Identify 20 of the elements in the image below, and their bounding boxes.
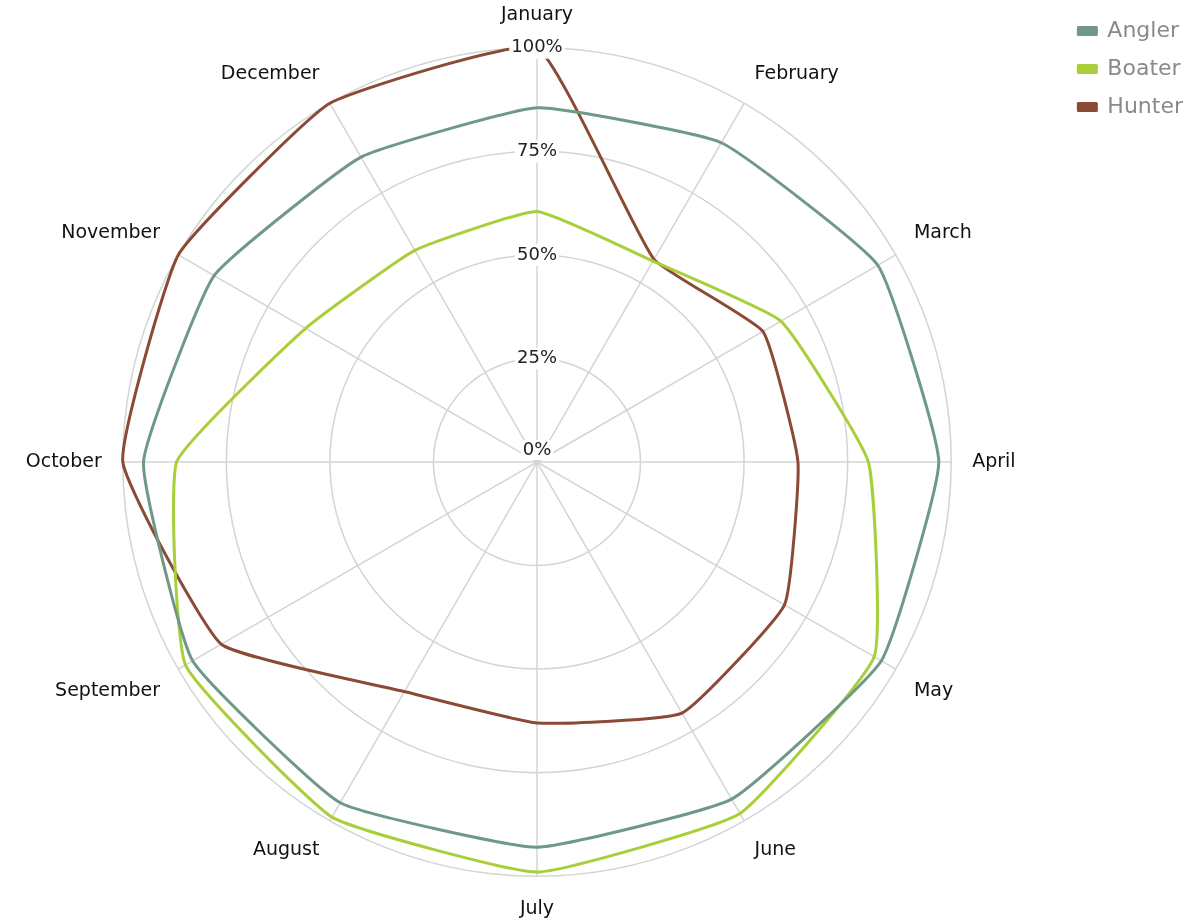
spoke-label: March (913, 219, 972, 242)
spoke-label: August (252, 837, 320, 860)
spoke-label: December (220, 60, 320, 83)
y-tick-label: 25% (516, 346, 558, 368)
spoke-label: April (972, 448, 1016, 471)
y-tick-label: 75% (516, 139, 558, 161)
legend-label: Hunter (1107, 92, 1184, 118)
spoke-label: October (25, 448, 102, 471)
y-tick-label: 50% (516, 242, 558, 264)
spoke-label: July (518, 895, 555, 918)
spoke-label: September (55, 677, 161, 700)
spoke-label: June (753, 837, 796, 860)
legend-label: Angler (1107, 16, 1180, 42)
spoke-label: May (913, 677, 954, 700)
y-tick-label: 100% (511, 35, 563, 57)
y-tick-label: 0% (522, 437, 552, 459)
spoke-label: November (61, 219, 161, 242)
spoke-label: February (754, 60, 839, 83)
legend-label: Boater (1107, 54, 1182, 80)
spoke-label: January (499, 2, 574, 25)
